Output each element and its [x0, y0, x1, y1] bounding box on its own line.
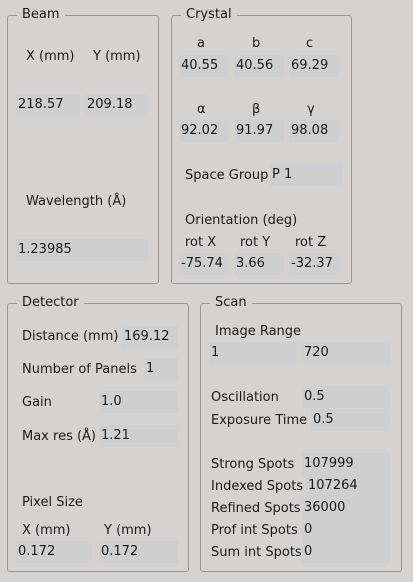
beam-x-field[interactable]: 218.57	[16, 94, 80, 116]
prof-int-spots-field[interactable]: 0	[302, 519, 390, 541]
rot-x-field[interactable]: -75.74	[179, 253, 229, 275]
detector-group: Detector	[7, 295, 189, 572]
crystal-a-field[interactable]: 40.55	[179, 55, 229, 77]
gain-label: Gain	[22, 395, 52, 410]
sum-int-spots-label: Sum int Spots	[211, 545, 302, 560]
pixel-y-label: Y (mm)	[104, 523, 152, 538]
wavelength-label: Wavelength (Å)	[26, 194, 127, 209]
indexed-spots-label: Indexed Spots	[211, 479, 304, 494]
pixel-size-label: Pixel Size	[22, 495, 83, 510]
rot-x-label: rot X	[185, 235, 217, 250]
crystal-group: Crystal	[171, 7, 352, 284]
rot-y-label: rot Y	[240, 235, 271, 250]
scan-group-title: Scan	[210, 295, 252, 311]
distance-field[interactable]: 169.12	[122, 326, 178, 348]
space-group-field[interactable]: P 1	[270, 164, 342, 186]
rot-y-field[interactable]: 3.66	[234, 253, 284, 275]
rot-z-field[interactable]: -32.37	[289, 253, 339, 275]
crystal-beta-label: β	[252, 102, 261, 117]
beam-group-title: Beam	[17, 7, 65, 23]
refined-spots-label: Refined Spots	[211, 501, 301, 516]
max-res-field[interactable]: 1.21	[99, 425, 178, 447]
crystal-c-label: c	[306, 36, 314, 51]
crystal-alpha-field[interactable]: 92.02	[179, 120, 229, 142]
panels-field[interactable]: 1	[144, 358, 178, 380]
crystal-beta-field[interactable]: 91.97	[234, 120, 284, 142]
orientation-label: Orientation (deg)	[185, 213, 298, 228]
exposure-time-field[interactable]: 0.5	[311, 409, 390, 431]
pixel-y-field[interactable]: 0.172	[99, 541, 178, 563]
exposure-time-label: Exposure Time	[211, 413, 308, 428]
crystal-b-field[interactable]: 40.56	[234, 55, 284, 77]
crystal-b-label: b	[252, 36, 261, 51]
range-start-field[interactable]: 1	[209, 342, 297, 364]
beam-x-label: X (mm)	[26, 49, 75, 64]
pixel-x-label: X (mm)	[22, 523, 71, 538]
indexed-spots-field[interactable]: 107264	[306, 475, 390, 497]
oscillation-label: Oscillation	[211, 390, 279, 405]
space-group-label: Space Group	[185, 168, 269, 183]
strong-spots-label: Strong Spots	[211, 457, 295, 472]
strong-spots-field[interactable]: 107999	[302, 453, 390, 475]
refined-spots-field[interactable]: 36000	[302, 497, 390, 519]
gain-field[interactable]: 1.0	[99, 391, 178, 413]
image-range-label: Image Range	[215, 324, 302, 339]
sum-int-spots-field[interactable]: 0	[302, 541, 390, 563]
rot-z-label: rot Z	[295, 235, 327, 250]
distance-label: Distance (mm)	[22, 329, 119, 344]
range-end-field[interactable]: 720	[302, 342, 390, 364]
max-res-label: Max res (Å)	[22, 429, 97, 444]
beam-group: Beam	[7, 7, 159, 284]
prof-int-spots-label: Prof int Spots	[211, 523, 298, 538]
detector-group-title: Detector	[17, 295, 84, 311]
crystal-alpha-label: α	[197, 102, 206, 117]
scan-group: Scan	[200, 295, 402, 572]
beam-y-field[interactable]: 209.18	[85, 94, 147, 116]
crystal-group-title: Crystal	[181, 7, 237, 23]
crystal-c-field[interactable]: 69.29	[289, 55, 339, 77]
crystal-gamma-field[interactable]: 98.08	[289, 120, 339, 142]
oscillation-field[interactable]: 0.5	[302, 386, 390, 408]
crystal-gamma-label: γ	[307, 102, 315, 117]
crystal-a-label: a	[197, 36, 205, 51]
panels-label: Number of Panels	[22, 362, 137, 377]
pixel-x-field[interactable]: 0.172	[16, 541, 92, 563]
beam-y-label: Y (mm)	[93, 49, 141, 64]
wavelength-field[interactable]: 1.23985	[16, 239, 148, 261]
